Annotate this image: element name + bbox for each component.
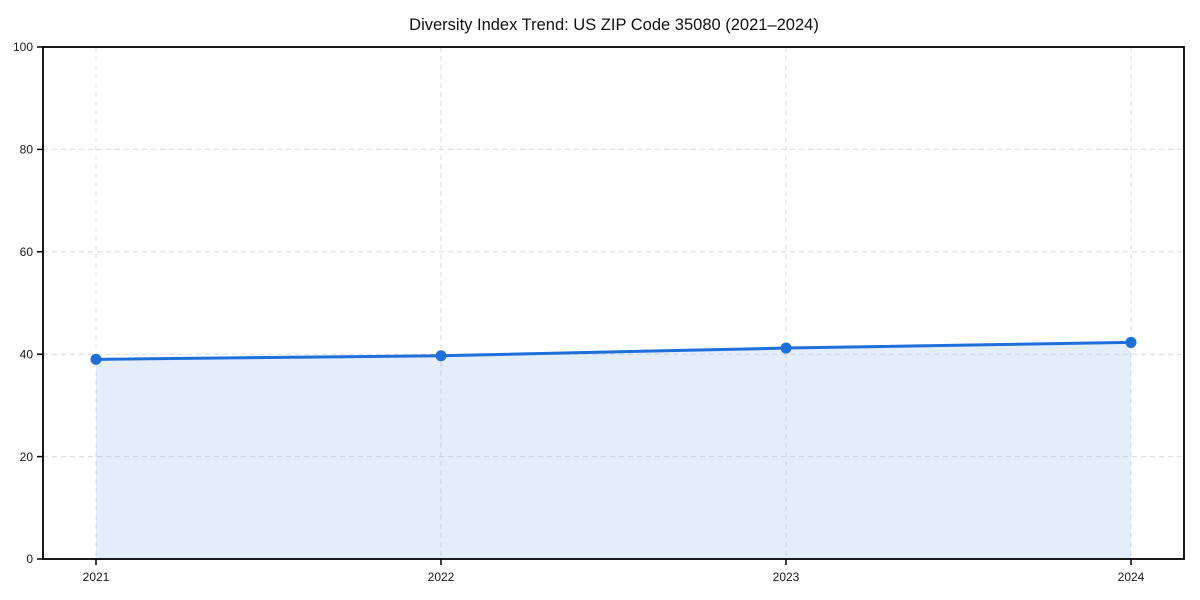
plot-border (42, 46, 1185, 560)
chart-title: Diversity Index Trend: US ZIP Code 35080… (409, 16, 819, 34)
y-tick-label: 80 (20, 143, 34, 157)
data-point-marker (1125, 336, 1137, 348)
trend-line (94, 340, 1133, 361)
x-tick-label: 2021 (83, 570, 110, 584)
x-tick-label: 2022 (428, 570, 455, 584)
y-tick-label: 20 (20, 450, 34, 464)
area-fill (96, 342, 1131, 559)
y-tick-label: 0 (26, 552, 33, 566)
x-tick-label: 2024 (1118, 570, 1145, 584)
y-tick-label: 100 (13, 40, 33, 54)
data-point-marker (435, 350, 447, 362)
x-tick-label: 2023 (773, 570, 800, 584)
data-point-marker (90, 353, 102, 365)
y-tick-label: 60 (20, 245, 34, 259)
y-tick-label: 40 (20, 347, 34, 361)
data-point-marker (780, 342, 792, 354)
